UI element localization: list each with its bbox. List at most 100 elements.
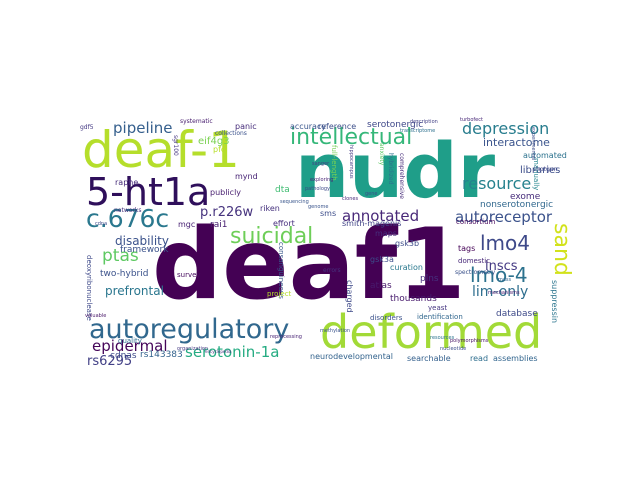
word-eif4g3: eif4g3 (198, 136, 230, 147)
word-rs6295: rs6295 (87, 354, 133, 365)
word-deaf-1: deaf-1 (82, 121, 240, 179)
word-sms: sms (320, 209, 337, 218)
word-consortium: consortium (456, 218, 496, 226)
word-mass: mass (498, 277, 512, 283)
word-turbofect: turbofect (460, 117, 483, 123)
word-serotonin-1a: serotonin-1a (185, 343, 280, 361)
word-5-ht1a: 5-ht1a (86, 170, 211, 214)
word-dta: dta (275, 185, 290, 195)
word-assemblies: assemblies (493, 354, 538, 363)
word-suppressin: suppressin (550, 280, 559, 324)
word-raphe: raphe (115, 178, 139, 187)
word-lnscs: lnscs (485, 259, 518, 274)
word-pathology: pathology (305, 186, 331, 192)
word-charged: charged (345, 280, 354, 313)
word-depression: depression (462, 119, 550, 138)
word-organization: organization (177, 346, 209, 352)
word-panic: panic (235, 122, 257, 131)
word-libraries: libraries (520, 165, 561, 176)
word-intellectual: intellectual (290, 125, 413, 150)
word-clones: clones (342, 196, 359, 202)
word-neurodevelopmental: neurodevelopmental (310, 352, 393, 361)
word-errors: errors (323, 267, 341, 274)
word-resources: resources (430, 335, 455, 341)
word-consanguineous: consanguineous (277, 242, 285, 299)
word-networks: networks (114, 207, 142, 214)
word-automated: automated (523, 151, 567, 160)
word-identification: identification (417, 313, 463, 321)
word-pfc: pfc (213, 145, 226, 154)
word-annotated: annotated (342, 207, 420, 225)
word-thousands: thousands (390, 294, 437, 304)
word-transcriptome: transcriptome (400, 128, 436, 134)
word-comprehensive: comprehensive (398, 153, 405, 199)
word-resource: resource (462, 174, 532, 193)
word-two-hybrid: two-hybrid (100, 269, 149, 279)
word-serotonergic: serotonergic (367, 120, 424, 130)
word-deoxyribonuclease: deoxyribonuclease (85, 255, 93, 321)
word-cdna: cdna (95, 221, 108, 227)
word-autoreceptor: autoreceptor (455, 208, 553, 226)
word-rs143383: rs143383 (140, 350, 183, 360)
word-mgc: mgc (178, 220, 196, 229)
word-gsk3b: gsk3b (395, 239, 420, 248)
word-disability: disability (115, 234, 169, 248)
word-domestic: domestic (458, 257, 491, 265)
word-gene: gene (365, 191, 378, 197)
word-experimental: experimental (530, 127, 536, 161)
word-database: database (496, 309, 538, 319)
word-polymorphisms: polymorphisms (450, 338, 489, 344)
word-encyclopedia: encyclopedia (205, 349, 232, 354)
word-p-r226w: p.r226w (200, 205, 254, 220)
word-framework: framework (120, 245, 169, 255)
word-project: project (267, 290, 292, 298)
word-sequencing: sequencing (280, 199, 309, 205)
word-plns: plns (420, 274, 439, 284)
word-manually: manually (532, 158, 540, 191)
word-lnscs2: methylation (320, 328, 351, 334)
word-nudr: nudr (295, 126, 496, 215)
word-mynd: mynd (235, 172, 258, 181)
word-mechanisms: mechanisms (488, 290, 520, 296)
word-nucleotide: nucleotide (440, 346, 467, 352)
word-gdf5: gdf5 (80, 124, 94, 131)
word-tags: tags (458, 244, 476, 253)
word-survey: survey (177, 271, 201, 279)
word-reference: reference (318, 122, 357, 131)
word-description: description (410, 119, 438, 125)
word-ptas: ptas (102, 246, 139, 266)
word-exploring: exploring (310, 177, 334, 183)
word-pipeline: pipeline (113, 119, 173, 137)
word-shotgun: shotgun (533, 166, 558, 173)
word-lmo4: lmo4 (480, 231, 530, 255)
word-epidermal: epidermal (92, 337, 168, 355)
word-deformed: deformed (320, 305, 543, 359)
word-searchable: searchable (407, 354, 451, 363)
word-prefrontal: prefrontal (105, 284, 164, 298)
word-suicidal: suicidal (230, 224, 314, 249)
word-disorders: disorders (370, 314, 403, 322)
word-lim-only: lim-only (472, 284, 529, 300)
word-read: read (470, 354, 489, 363)
word-interactome: interactome (483, 136, 550, 149)
word-exome: exome (510, 192, 541, 202)
word-genome: genome (308, 204, 329, 210)
word-hippocampus: hippocampus (348, 145, 354, 179)
word-yeast: yeast (428, 304, 448, 312)
word-smith-magenis: smith-magenis (342, 219, 402, 228)
word-c676c: c.676c (86, 204, 170, 233)
word-rai1: rai1 (210, 220, 228, 230)
word-autoregulatory: autoregulatory (89, 314, 290, 345)
word-systematic: systematic (180, 118, 213, 125)
word-hybridized: hybridized (387, 153, 394, 185)
word-collections: collections (215, 130, 247, 137)
word-publicly: publicly (210, 188, 242, 197)
word-anxiety: anxiety (378, 143, 385, 166)
word-accuracy: accuracy (290, 122, 327, 131)
word-curation: curation (390, 263, 423, 272)
word-lmo-4: lmo-4 (470, 263, 528, 287)
word-cloud: deaf1 nudr deaf-1 deformed 5-ht1a autoregulat… (80, 115, 575, 365)
word-valuable: valuable (85, 313, 107, 319)
word-sgr100: sgr100 (172, 135, 179, 156)
word-quality: quality (118, 337, 142, 345)
